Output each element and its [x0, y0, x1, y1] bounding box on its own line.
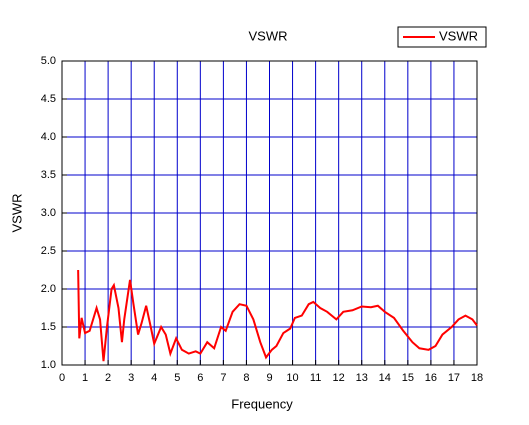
plot-frame — [61, 60, 478, 366]
x-tick-label: 5 — [174, 372, 180, 384]
x-tick-label: 4 — [151, 372, 157, 384]
x-tick-label: 9 — [266, 372, 272, 384]
x-tick-label: 18 — [471, 372, 483, 384]
x-tick-label: 8 — [243, 372, 249, 384]
x-tick-label: 15 — [402, 372, 414, 384]
x-tick-label: 14 — [379, 372, 391, 384]
x-tick-label: 1 — [82, 372, 88, 384]
x-axis-label: Frequency — [231, 396, 293, 411]
y-tick-label: 3.0 — [41, 207, 56, 219]
x-tick-label: 0 — [59, 372, 65, 384]
y-tick-label: 4.0 — [41, 131, 56, 143]
x-tick-label: 17 — [448, 372, 460, 384]
x-tick-label: 3 — [128, 372, 134, 384]
x-tick-label: 13 — [356, 372, 368, 384]
y-tick-label: 1.0 — [41, 359, 56, 371]
legend-box — [397, 26, 487, 48]
y-tick-label: 2.0 — [41, 283, 56, 295]
y-axis-label: VSWR — [9, 194, 24, 233]
y-tick-label: 1.5 — [41, 321, 56, 333]
data-line — [77, 269, 478, 362]
x-tick-label: 11 — [310, 372, 321, 384]
x-tick-label: 2 — [105, 372, 111, 384]
x-tick-label: 12 — [333, 372, 345, 384]
x-tick-label: 6 — [197, 372, 203, 384]
chart-title: VSWR — [249, 28, 288, 43]
y-tick-label: 5.0 — [41, 55, 56, 67]
x-tick-label: 16 — [425, 372, 437, 384]
x-tick-label: 7 — [220, 372, 226, 384]
x-tick-label: 10 — [286, 372, 298, 384]
y-tick-label: 3.5 — [41, 169, 56, 181]
y-tick-label: 4.5 — [41, 93, 56, 105]
y-tick-label: 2.5 — [41, 245, 56, 257]
legend-label: VSWR — [439, 28, 478, 43]
